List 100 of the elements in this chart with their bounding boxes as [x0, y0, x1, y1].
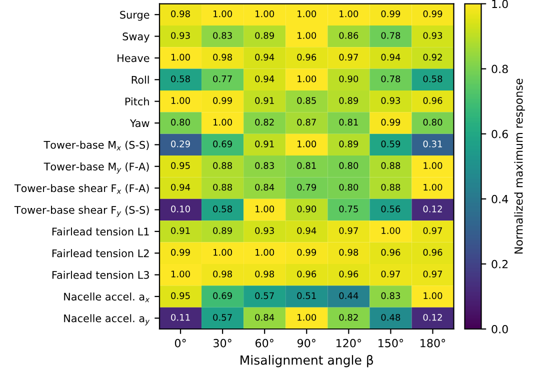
- data-label: 0.93: [255, 227, 274, 234]
- data-label: 0.98: [339, 248, 358, 256]
- data-label: 0.97: [381, 270, 400, 278]
- data-label: 0.89: [255, 32, 274, 39]
- data-label: 1.00: [171, 54, 190, 61]
- data-label: 0.96: [423, 248, 442, 256]
- data-label: 0.93: [423, 32, 442, 39]
- x-tick-label: 120°: [336, 338, 361, 348]
- data-label: 0.97: [423, 270, 442, 278]
- color-bar-label: 0.4: [492, 194, 508, 204]
- data-label: 0.98: [213, 270, 232, 278]
- data-label: 0.88: [213, 162, 232, 169]
- data-label: 0.48: [381, 314, 400, 321]
- data-label: 0.99: [297, 248, 316, 256]
- data-label: 0.69: [213, 292, 232, 300]
- data-label: 1.00: [382, 227, 400, 234]
- data-label: 1.00: [256, 248, 274, 256]
- y-tick-label: Tower-base M$_{x}$ (S-S): [44, 140, 149, 150]
- data-label: 0.58: [213, 206, 232, 212]
- data-label: 0.29: [171, 140, 190, 148]
- data-label: 0.96: [339, 270, 358, 278]
- data-label: 0.78: [381, 75, 400, 82]
- color-bar-label: 0.2: [492, 260, 508, 268]
- y-tick-label: Nacelle accel. a$_{x}$: [64, 292, 150, 302]
- x-tick-label: 30°: [214, 338, 232, 348]
- data-label: 0.97: [423, 227, 442, 234]
- data-label: 0.81: [297, 162, 316, 169]
- data-label: 0.89: [213, 227, 232, 234]
- data-label: 1.00: [340, 10, 358, 18]
- data-label: 0.93: [171, 32, 190, 39]
- data-label: 0.80: [339, 162, 358, 169]
- data-label: 0.83: [255, 162, 274, 169]
- data-label: 0.98: [213, 54, 232, 61]
- y-tick-label: Tower-base M$_{y}$ (F-A): [44, 162, 149, 174]
- data-label: 1.00: [298, 314, 316, 321]
- data-label: 0.90: [339, 75, 358, 82]
- data-label: 0.96: [381, 248, 400, 256]
- data-label: 0.89: [339, 97, 358, 104]
- data-label: 0.99: [213, 97, 232, 104]
- data-label: 1.00: [213, 118, 232, 126]
- data-label: 1.00: [256, 206, 274, 212]
- color-bar-title: Normalized maximum response: [514, 78, 525, 254]
- data-label: 1.00: [213, 248, 232, 256]
- y-tick-label: Surge: [120, 10, 150, 21]
- data-label: 1.00: [171, 97, 190, 104]
- data-label: 0.77: [213, 75, 232, 82]
- data-label: 0.81: [339, 118, 358, 126]
- data-label: 0.86: [339, 32, 358, 39]
- data-label: 1.00: [298, 32, 316, 39]
- data-label: 1.00: [424, 162, 442, 169]
- data-label: 0.99: [381, 118, 400, 126]
- data-label: 0.88: [381, 162, 400, 169]
- color-bar-label: 0.8: [492, 64, 508, 74]
- data-label: 0.78: [381, 32, 400, 39]
- data-label: 0.57: [255, 292, 274, 300]
- data-label: 0.90: [297, 206, 316, 212]
- data-label: 0.98: [255, 270, 274, 278]
- y-tick-label: Nacelle accel. a$_{y}$: [64, 314, 150, 326]
- data-label: 0.92: [423, 54, 442, 61]
- data-label: 0.82: [339, 314, 358, 321]
- data-label: 0.84: [255, 184, 274, 191]
- y-tick-label: Fairlead tension L3: [52, 270, 149, 279]
- data-label: 0.99: [381, 10, 400, 18]
- data-label: 0.58: [423, 75, 442, 82]
- x-axis-title: Misalignment angle β: [240, 355, 373, 368]
- data-label: 0.83: [381, 292, 400, 300]
- y-tick-label: Pitch: [125, 97, 149, 106]
- data-label: 0.91: [171, 227, 190, 234]
- data-label: 1.00: [298, 10, 316, 18]
- data-label: 0.94: [297, 227, 316, 234]
- data-label: 0.94: [171, 184, 190, 191]
- data-label: 0.82: [255, 118, 274, 126]
- y-tick-label: Sway: [122, 32, 150, 42]
- data-label: 0.85: [297, 97, 316, 104]
- x-tick-label: 0°: [174, 338, 186, 348]
- y-tick-label: Heave: [118, 54, 150, 62]
- y-tick-label: Yaw: [130, 119, 150, 128]
- data-label: 0.57: [213, 314, 232, 321]
- y-tick-label: Tower-base shear F$_{y}$ (S-S): [14, 206, 149, 217]
- data-label: 0.88: [213, 184, 232, 191]
- data-label: 0.75: [339, 206, 358, 212]
- data-label: 0.80: [423, 118, 442, 126]
- data-label: 0.31: [423, 140, 442, 148]
- data-label: 0.95: [171, 162, 190, 169]
- data-label: 0.12: [423, 314, 442, 321]
- data-label: 0.87: [297, 118, 316, 126]
- data-label: 0.84: [255, 314, 274, 321]
- color-bar-label: 0.6: [492, 130, 508, 138]
- y-tick-label: Roll: [132, 76, 149, 84]
- x-tick-label: 150°: [378, 338, 404, 348]
- data-label: 1.00: [171, 270, 190, 278]
- data-label: 0.12: [423, 206, 442, 212]
- data-label: 0.88: [381, 184, 400, 191]
- data-label: 0.94: [255, 75, 274, 82]
- data-label: 0.96: [297, 54, 316, 61]
- data-label: 0.10: [171, 206, 190, 212]
- data-label: 0.96: [423, 97, 442, 104]
- x-tick-label: 60°: [256, 338, 274, 348]
- data-label: 0.91: [255, 140, 274, 148]
- data-label: 1.00: [424, 292, 442, 300]
